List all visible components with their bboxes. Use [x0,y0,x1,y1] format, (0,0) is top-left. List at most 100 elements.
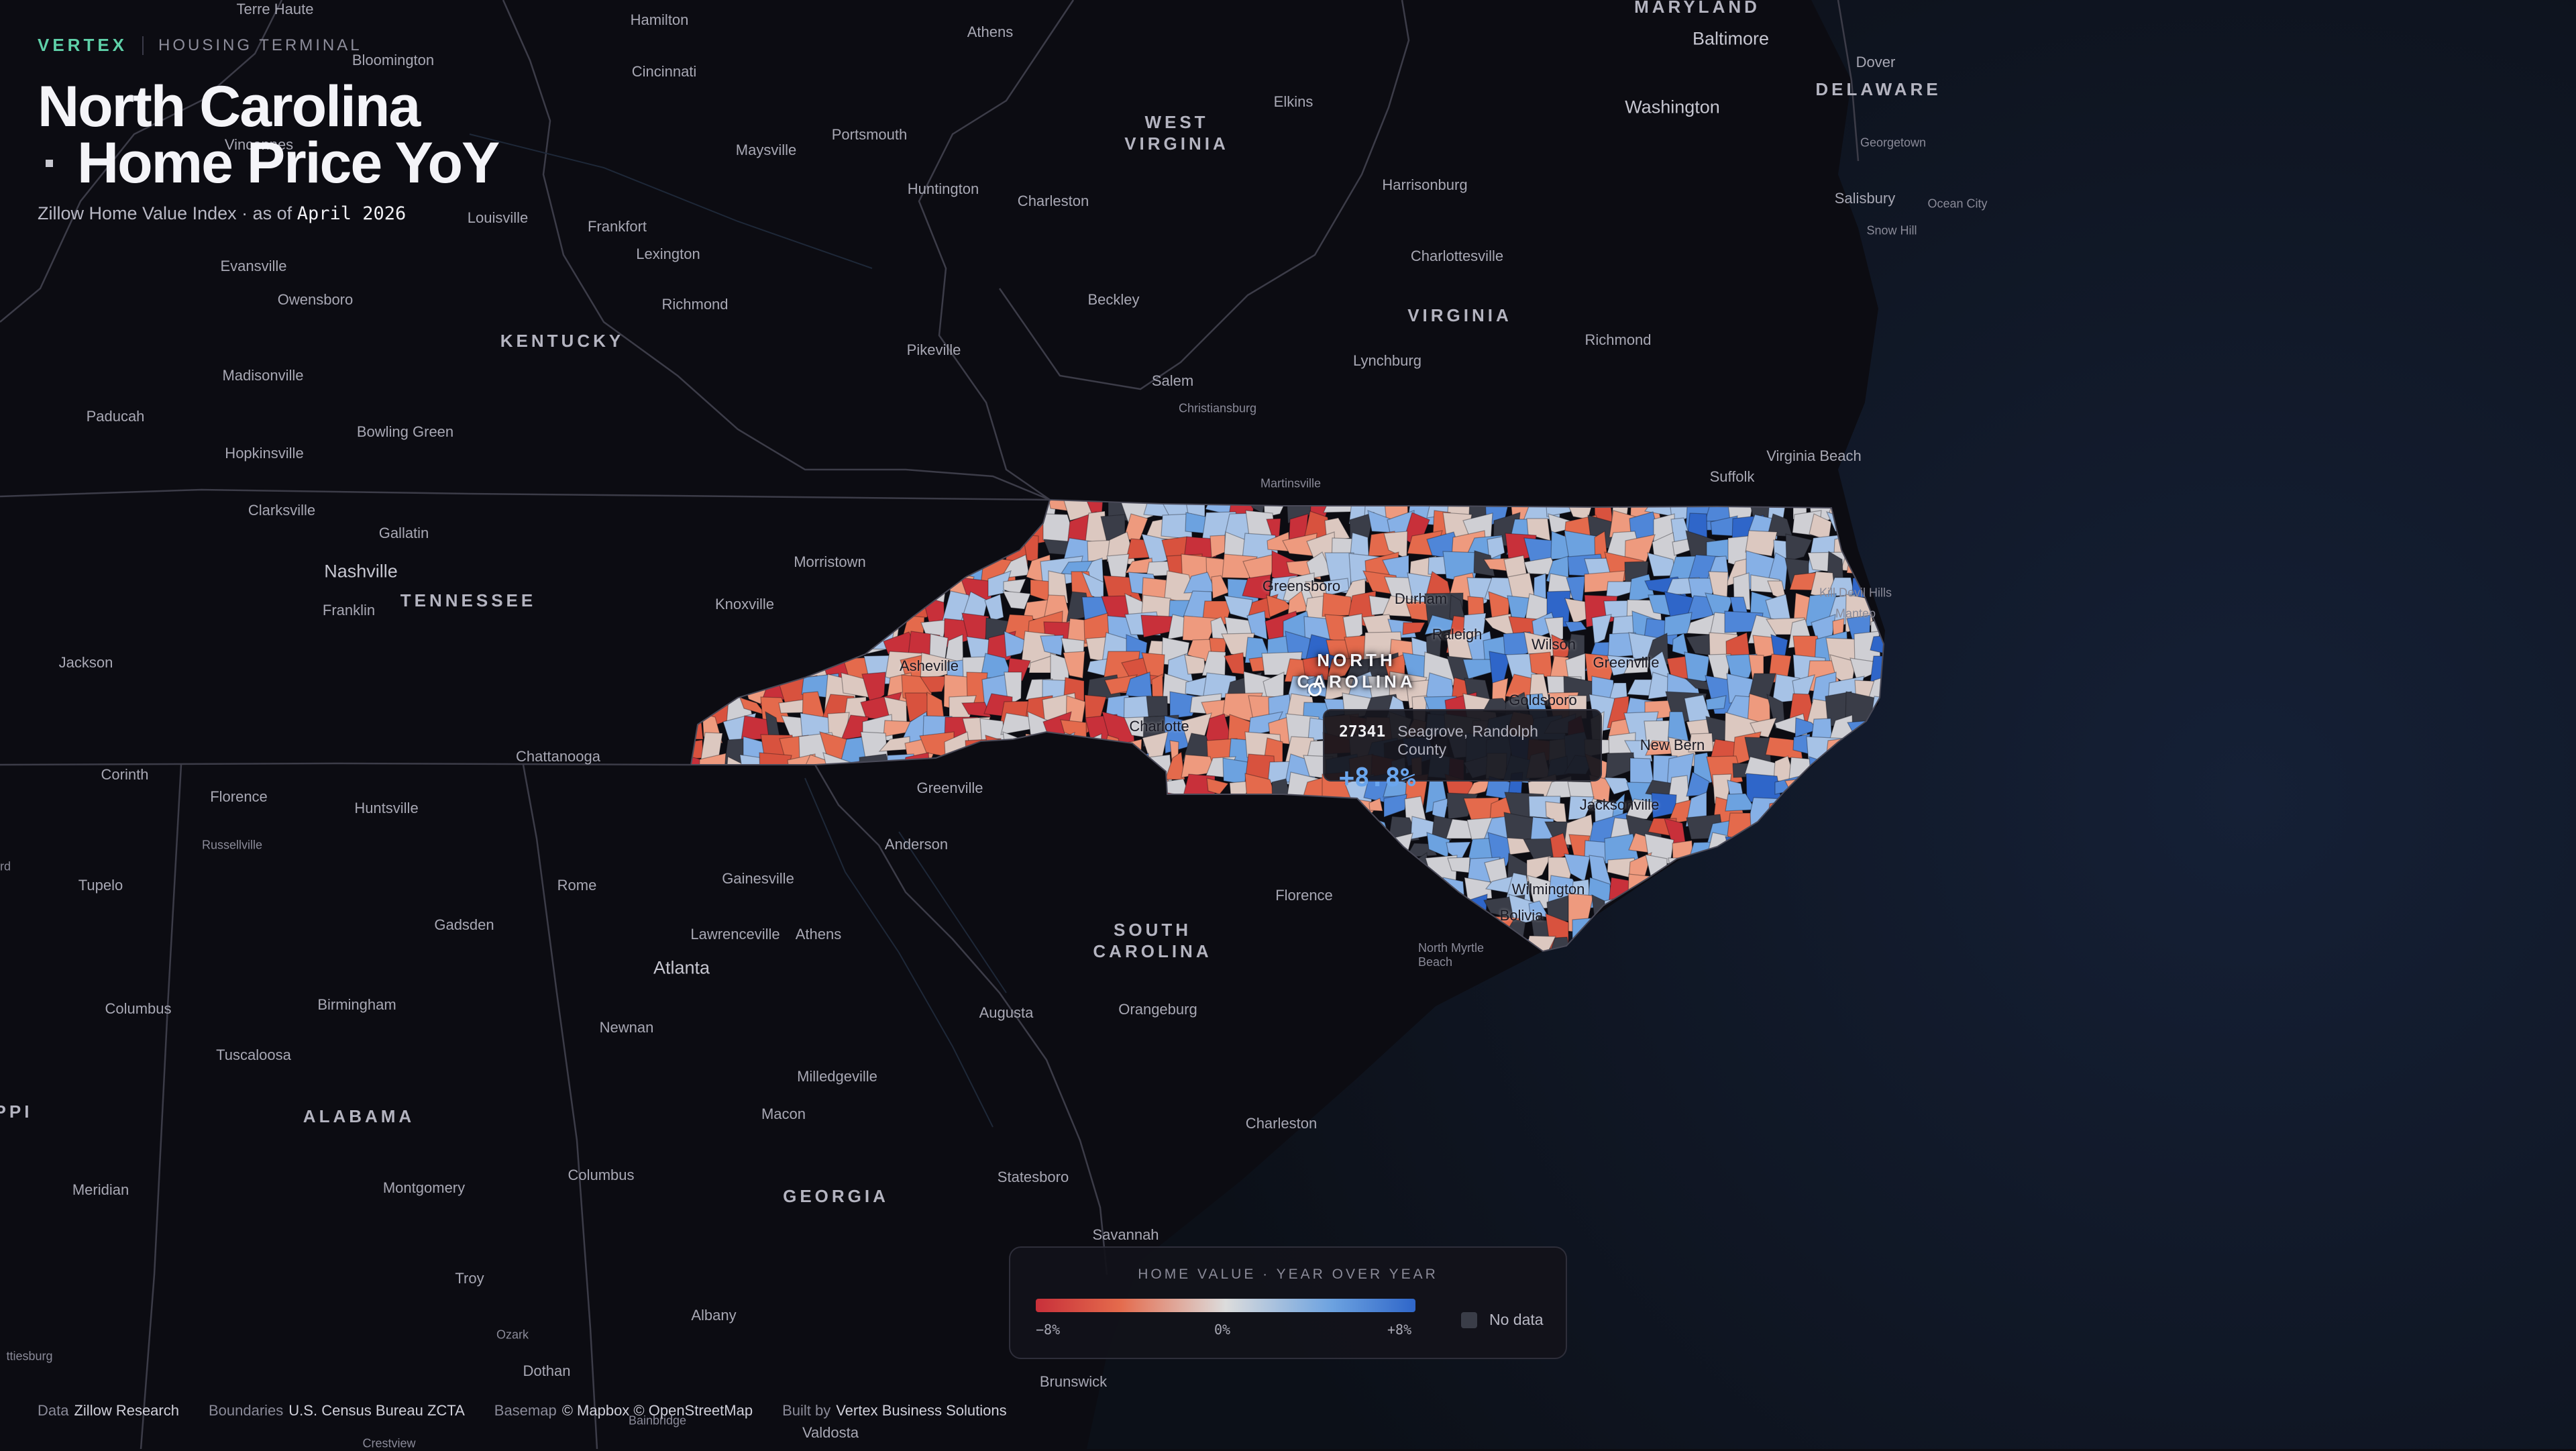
nc-city-label: Greensboro [1262,578,1341,594]
header: VERTEX HOUSING TERMINAL North Carolina H… [38,35,500,224]
brand-logo-text[interactable]: VERTEX [38,35,128,55]
city-label: Columbus [105,1000,172,1017]
zip-area[interactable] [1473,550,1495,577]
small-city-label: Russellville [201,838,263,852]
zip-area[interactable] [1750,717,1777,738]
small-city-label: Snow Hill [1866,223,1917,237]
ocean [1087,0,2576,1449]
city-label: Gallatin [378,525,429,541]
city-label: Lawrenceville [690,926,780,943]
zip-area[interactable] [1326,658,1356,681]
zip-area[interactable] [1564,621,1588,633]
zip-area[interactable] [1002,590,1031,610]
city-label: Evansville [220,258,287,274]
nc-city-label: Charlotte [1129,718,1189,735]
zip-area[interactable] [1246,610,1268,640]
city-label: Salisbury [1834,190,1896,207]
footer-built-by: Built by Vertex Business Solutions [782,1402,1007,1419]
brand-divider [142,36,144,55]
city-label: Knoxville [714,596,775,612]
city-label: Troy [455,1270,484,1287]
brand-section: HOUSING TERMINAL [158,36,362,54]
zip-area[interactable] [984,594,1004,622]
city-label: Savannah [1092,1226,1159,1243]
city-label: Portsmouth [831,126,908,143]
footer-boundaries: Boundaries U.S. Census Bureau ZCTA [208,1402,465,1419]
zip-area[interactable] [1785,533,1813,562]
city-label: Cincinnati [631,63,697,80]
city-label: Huntington [907,180,979,197]
city-label: Louisville [467,209,529,226]
city-label: Richmond [661,296,729,313]
bullet-icon [46,159,53,167]
zip-area[interactable] [1004,631,1028,657]
zip-area[interactable] [1383,794,1407,818]
zip-area[interactable] [1591,614,1612,645]
zip-area[interactable] [961,702,991,718]
city-label: Brunswick [1039,1373,1108,1390]
zip-area[interactable] [1183,536,1217,560]
zip-area[interactable] [1402,622,1426,635]
no-data-swatch [1461,1311,1477,1328]
zip-area[interactable] [1870,655,1900,685]
city-label: Chattanooga [516,748,600,765]
state-label: KENTUCKY [500,331,625,351]
brand: VERTEX HOUSING TERMINAL [38,35,498,56]
zip-area[interactable] [1684,651,1710,685]
zip-area[interactable] [1725,653,1758,681]
zip-area[interactable] [1487,536,1505,560]
zip-area[interactable] [1464,877,1493,901]
city-label: Lynchburg [1353,352,1421,369]
zip-area[interactable] [1322,592,1352,617]
zip-area[interactable] [1526,855,1552,883]
zip-area[interactable] [1048,570,1069,604]
zip-area[interactable] [1222,757,1249,786]
legend-min-label: −8% [1036,1322,1061,1338]
city-label: Dothan [523,1362,571,1379]
city-label: Charleston [1245,1115,1318,1132]
city-label: Greenville [916,780,983,796]
state-label: DELAWARE [1815,79,1941,99]
zip-area[interactable] [861,671,886,706]
zip-tooltip: 27341 Seagrove, Randolph County +8.8% [1323,709,1602,792]
nc-city-label: Jacksonville [1579,796,1660,813]
state-label: PPI [0,1101,33,1122]
state-label: VIRGINIA [1407,305,1512,325]
zip-area[interactable] [1508,894,1539,926]
tooltip-header: 27341 Seagrove, Randolph County [1339,722,1586,759]
zip-area[interactable] [1544,616,1564,645]
zip-area[interactable] [919,676,948,693]
zip-area[interactable] [1368,798,1383,812]
zip-area[interactable] [1141,652,1165,678]
city-label: Augusta [979,1004,1034,1021]
city-label: Charlottesville [1410,248,1504,264]
zip-area[interactable] [1550,832,1570,861]
zip-area[interactable] [1624,798,1660,820]
state-borders [0,0,1860,1449]
legend-no-data-label: No data [1489,1311,1544,1328]
zip-area[interactable] [1745,530,1778,557]
subtitle-date: April 2026 [297,203,407,224]
city-label: Beckley [1087,291,1140,308]
nc-city-label: Durham [1394,590,1448,607]
city-label: Macon [761,1106,806,1122]
zip-area[interactable] [1705,695,1727,710]
small-city-label: Ozark [496,1328,529,1342]
legend-max-label: +8% [1387,1322,1412,1338]
zip-area[interactable] [1040,635,1064,656]
city-label: Bloomington [352,52,435,68]
small-city-label: Martinsville [1260,476,1322,490]
city-label: Maysville [735,142,797,158]
nc-city-label: Bolivia [1499,907,1544,924]
city-label: Harrisonburg [1382,176,1468,193]
zip-area[interactable] [1165,751,1185,780]
city-label: Milledgeville [797,1068,877,1085]
city-label: Tupelo [78,877,123,894]
state-label: ALABAMA [303,1106,415,1126]
zip-area[interactable] [1870,635,1894,656]
zip-area[interactable] [1063,651,1085,679]
zip-area[interactable] [1589,774,1611,802]
state-label: TENNESSEE [400,590,537,610]
zip-area[interactable] [1623,659,1649,674]
